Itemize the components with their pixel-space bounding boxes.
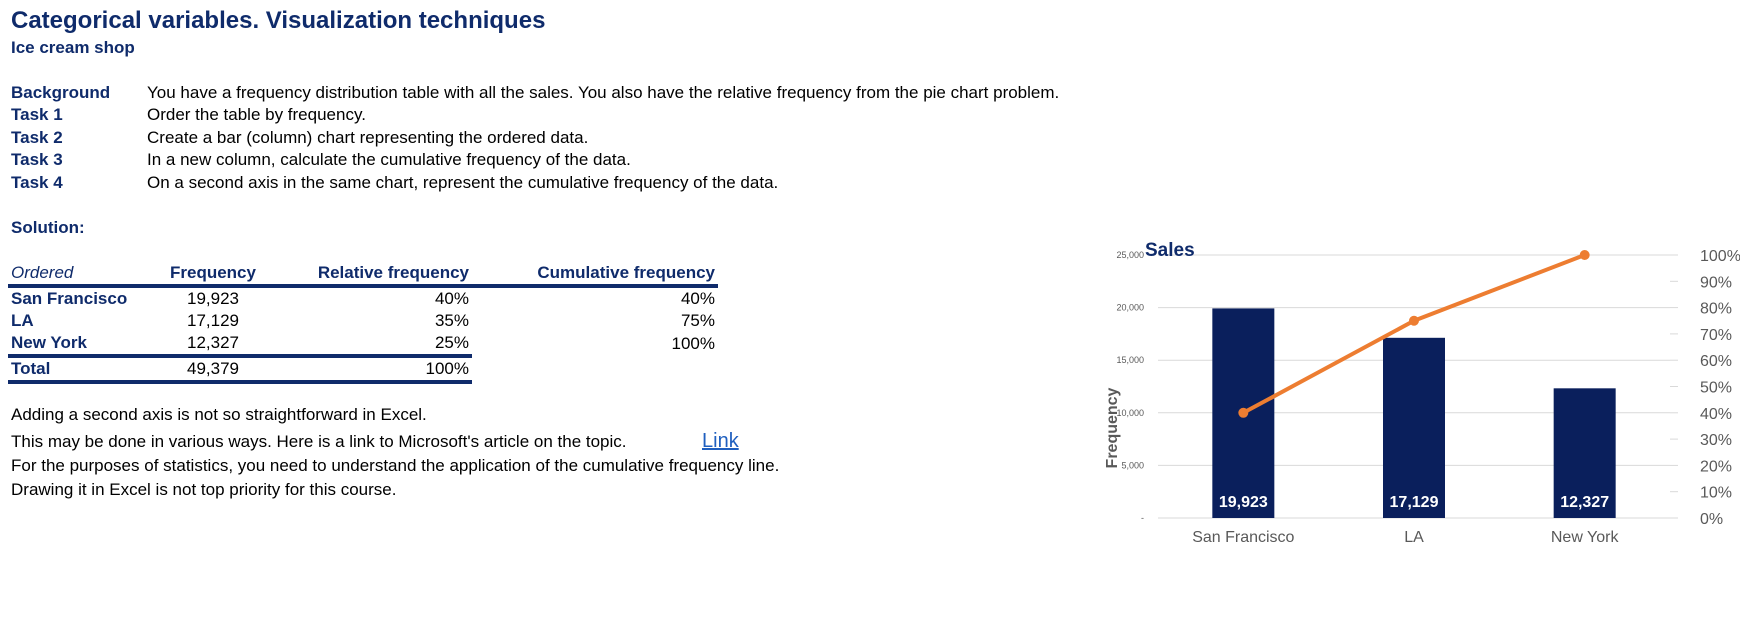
task-text: Order the table by frequency. <box>147 105 366 124</box>
bar-data-label: 17,129 <box>1390 494 1439 511</box>
task-text: Create a bar (column) chart representing… <box>147 128 589 147</box>
y2-tick-label: 10% <box>1700 485 1732 502</box>
cumulative-point <box>1409 315 1419 326</box>
y2-tick-label: 70% <box>1700 327 1732 344</box>
bar <box>1383 337 1445 518</box>
bar-data-label: 12,327 <box>1560 494 1609 511</box>
note-line: For the purposes of statistics, you need… <box>11 456 780 475</box>
cumulative-cell: 100% <box>671 334 715 353</box>
y-tick-label: - <box>1141 513 1144 523</box>
y-tick-label: 20,000 <box>1116 303 1144 313</box>
frequency-cell: 17,129 <box>187 311 239 330</box>
table-row: New York 12,327 25% 100% <box>8 332 718 356</box>
total-frequency: 49,379 <box>160 354 266 384</box>
y-tick-label: 10,000 <box>1116 408 1144 418</box>
chart-title: Sales <box>1145 240 1195 261</box>
frequency-cell: 12,327 <box>187 333 239 352</box>
bar <box>1553 388 1616 518</box>
y-tick-label: 25,000 <box>1116 250 1144 260</box>
task-text: In a new column, calculate the cumulativ… <box>147 150 631 169</box>
empty-cell <box>472 356 718 382</box>
sales-chart: 19,923 17,129 12,327 - 5,000 10,000 15,000 20,… <box>1104 240 1740 546</box>
y-tick-label: 15,000 <box>1116 355 1144 365</box>
y2-tick-label: 30% <box>1700 432 1732 449</box>
y2-tick-label: 50% <box>1700 380 1732 397</box>
frequency-table: Ordered Frequency Relative frequency Cum… <box>8 262 718 384</box>
cumulative-cell: 75% <box>680 311 715 330</box>
cumulative-point <box>1579 250 1590 260</box>
microsoft-article-link[interactable]: Link <box>702 430 739 452</box>
y2-tick-label: 0% <box>1700 511 1723 528</box>
y2-tick-label: 20% <box>1700 458 1732 475</box>
cumulative-point <box>1238 407 1249 418</box>
total-relative: 100% <box>266 354 472 384</box>
y-axis-label: Frequency <box>1104 387 1121 468</box>
page-subtitle: Ice cream shop <box>11 38 135 57</box>
task-label: Task 4 <box>11 173 63 192</box>
y-tick-label: 5,000 <box>1121 460 1144 470</box>
column-header: Relative frequency <box>266 262 472 288</box>
cumulative-line-series <box>1238 250 1590 418</box>
bar-series <box>1212 308 1616 518</box>
column-header: Cumulative frequency <box>472 262 718 288</box>
x-tick-label: LA <box>1404 529 1424 546</box>
task-label: Task 3 <box>11 150 63 169</box>
y2-tick-label: 40% <box>1700 406 1732 423</box>
total-label: Total <box>8 354 160 384</box>
task-label: Task 1 <box>11 105 63 124</box>
left-axis-ticks: - 5,000 10,000 15,000 20,000 25,000 <box>1116 250 1144 523</box>
row-label: New York <box>11 333 87 352</box>
relative-cell: 25% <box>434 333 469 352</box>
table-header-row: Ordered Frequency Relative frequency Cum… <box>8 262 718 288</box>
frequency-cell: 19,923 <box>187 289 239 308</box>
column-header: Frequency <box>160 262 266 288</box>
row-label: LA <box>11 311 34 330</box>
x-tick-label: San Francisco <box>1192 529 1294 546</box>
relative-cell: 40% <box>434 289 469 308</box>
table-row: San Francisco 19,923 40% 40% <box>8 286 718 310</box>
y2-tick-label: 90% <box>1700 274 1732 291</box>
right-axis-ticks: 0% 10% 20% 30% 40% 50% 60% 70% 80% 90% 100% <box>1670 248 1740 528</box>
y2-tick-label: 80% <box>1700 301 1732 318</box>
relative-cell: 35% <box>434 311 469 330</box>
category-axis-ticks: San Francisco LA New York <box>1192 529 1619 546</box>
x-tick-label: New York <box>1551 529 1620 546</box>
column-header: Ordered <box>8 262 160 288</box>
bar-data-label: 19,923 <box>1219 494 1268 511</box>
note-line: Drawing it in Excel is not top priority … <box>11 480 397 499</box>
page-title: Categorical variables. Visualization tec… <box>11 7 546 34</box>
cumulative-cell: 40% <box>680 289 715 308</box>
task-label: Task 2 <box>11 128 63 147</box>
solution-heading: Solution: <box>11 218 85 237</box>
task-label: Background <box>11 83 111 102</box>
bar-data-labels: 19,923 17,129 12,327 <box>1219 494 1609 511</box>
table-total-row: Total 49,379 100% <box>8 354 718 384</box>
row-label: San Francisco <box>11 289 128 308</box>
task-text: You have a frequency distribution table … <box>147 83 1060 102</box>
y2-tick-label: 60% <box>1700 353 1732 370</box>
table-row: LA 17,129 35% 75% <box>8 310 718 332</box>
y2-tick-label: 100% <box>1700 248 1740 265</box>
note-line: Adding a second axis is not so straightf… <box>11 405 427 424</box>
note-line: This may be done in various ways. Here i… <box>11 432 627 451</box>
task-text: On a second axis in the same chart, repr… <box>147 173 779 192</box>
